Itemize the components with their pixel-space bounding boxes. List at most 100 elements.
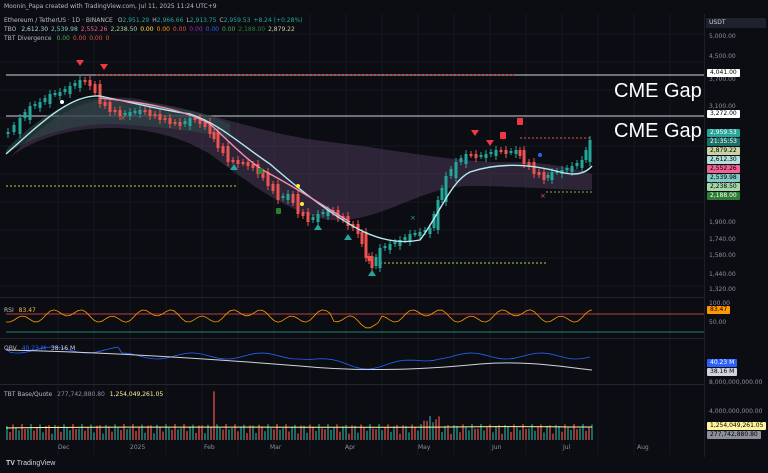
- buy-marker: [276, 208, 281, 214]
- candle-body: [291, 194, 295, 203]
- price-tick-label: 4,500.00: [709, 53, 736, 60]
- volume-bar: [108, 426, 110, 440]
- buy-signal-triangle: [314, 224, 322, 230]
- volume-bar: [168, 427, 170, 440]
- volume-bar: [15, 427, 17, 440]
- time-label: Aug: [637, 444, 649, 451]
- pane-divider-tbt[interactable]: [0, 384, 768, 385]
- volume-bar: [183, 424, 185, 440]
- indicator-price-tag: 21:35:53: [707, 138, 740, 146]
- candle-body: [28, 106, 32, 120]
- cross-marker: ×: [540, 192, 546, 200]
- volume-bar: [240, 426, 242, 440]
- candle-body: [542, 172, 546, 180]
- candle-body: [133, 111, 137, 113]
- volume-bar: [216, 424, 218, 440]
- candle-body: [266, 172, 270, 186]
- volume-bar: [420, 424, 422, 440]
- obv-line: [5, 346, 591, 370]
- candle-body: [432, 214, 436, 228]
- pane-divider-rsi[interactable]: [0, 297, 768, 298]
- attribution-text: Moonin_Papa created with TradingView.com…: [4, 3, 217, 10]
- volume-bar: [174, 424, 176, 440]
- volume-bar: [348, 433, 350, 440]
- candle-body: [58, 92, 62, 96]
- price-axis[interactable]: 5,000.004,500.003,700.003,100.002,700.00…: [704, 14, 768, 457]
- currency-selector[interactable]: USDT: [706, 18, 766, 28]
- sell-signal-triangle: [486, 140, 494, 146]
- candle-body: [378, 248, 382, 268]
- obv-label: OBV: [4, 345, 17, 352]
- volume-bar: [246, 433, 248, 440]
- volume-bar: [177, 429, 179, 440]
- volume-bar: [93, 432, 95, 440]
- candle-body: [383, 246, 387, 248]
- price-tick-label: 1,440.00: [709, 271, 736, 278]
- volume-bar: [549, 425, 551, 440]
- time-axis[interactable]: Dec 2025 Feb Mar Apr May Jun Jul Aug: [0, 441, 704, 453]
- signal-dot: [60, 100, 64, 104]
- volume-bar: [294, 424, 296, 440]
- buy-signal-triangle: [230, 164, 238, 170]
- volume-bar: [57, 426, 59, 440]
- candle-body: [588, 140, 592, 162]
- candle-body: [53, 93, 57, 95]
- volume-bar: [39, 424, 41, 440]
- price-tick-label: 3,700.00: [709, 76, 736, 83]
- chart-canvas[interactable]: × × ×: [0, 14, 704, 457]
- volume-bar: [84, 430, 86, 440]
- volume-bar: [6, 426, 8, 440]
- volume-bar: [321, 428, 323, 440]
- sell-marker: [517, 118, 523, 125]
- divergence-value: 0.00: [72, 35, 87, 42]
- candle-body: [153, 114, 157, 116]
- candle-body: [271, 184, 275, 191]
- time-label: Feb: [204, 444, 215, 451]
- tbo-values: 2,612.30 2,539.98 2,552.26 2,238.50 0.00 0.00…: [21, 26, 297, 33]
- volume-bar: [195, 432, 197, 440]
- tbo-legend: TBO 2,612.30 2,539.98 2,552.26 2,238.50 0.00…: [4, 25, 298, 34]
- tbo-value: 0.00: [140, 26, 154, 33]
- candle-body: [522, 150, 526, 164]
- volume-bar: [582, 424, 584, 440]
- candle-body: [138, 110, 142, 114]
- rsi-value-tag: 83.47: [707, 306, 731, 314]
- volume-bar: [102, 433, 104, 440]
- volume-bar: [315, 430, 317, 440]
- pane-divider-obv[interactable]: [0, 338, 768, 339]
- price-tick-label: 5,000.00: [709, 33, 736, 40]
- volume-bar: [198, 425, 200, 440]
- volume-bar: [453, 425, 455, 440]
- volume-bar: [288, 431, 290, 440]
- candle-body: [128, 112, 132, 116]
- time-label: Dec: [58, 444, 70, 451]
- tbo-label: TBO: [4, 26, 17, 33]
- chart-panes[interactable]: × × × Ethereum / TetherUS · 1D · BINANCE O…: [0, 14, 704, 457]
- candle-body: [514, 150, 518, 154]
- volume-bar: [531, 424, 533, 440]
- candle-body: [198, 118, 202, 124]
- candle-body: [98, 84, 102, 104]
- candle-body: [12, 125, 16, 132]
- candle-body: [148, 110, 152, 116]
- volume-bar: [300, 425, 302, 440]
- candle-body: [221, 146, 225, 153]
- tradingview-logo[interactable]: TV TradingView: [6, 460, 55, 467]
- volume-bar: [324, 429, 326, 440]
- candle-body: [575, 163, 579, 166]
- level-price-tag: 3,272.00: [707, 110, 740, 118]
- candle-body: [413, 233, 417, 235]
- candle-body: [580, 160, 584, 168]
- volume-bar: [405, 425, 407, 440]
- volume-bar: [291, 426, 293, 440]
- tbo-value: 0.00: [172, 26, 187, 33]
- volume-bar: [282, 427, 284, 440]
- volume-bar: [21, 424, 23, 440]
- candle-body: [464, 154, 468, 164]
- volume-bar: [390, 431, 392, 440]
- volume-bar: [447, 425, 449, 440]
- volume-bar: [444, 426, 446, 440]
- volume-bar: [132, 424, 134, 440]
- price-tick-label: 1,580.00: [709, 252, 736, 259]
- price-tick-label: 1,320.00: [709, 286, 736, 293]
